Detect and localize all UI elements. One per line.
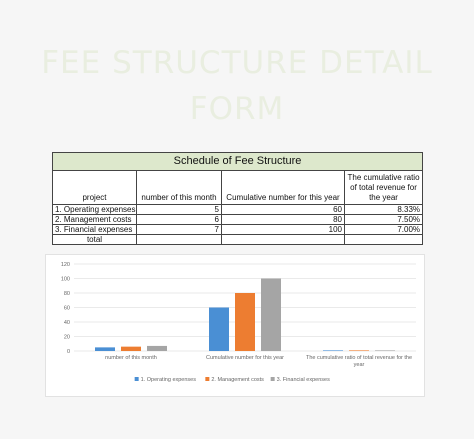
chart-area[interactable]: 0 20 40 60 80 100 120 number of this month Cumul… [45,254,425,397]
y-tick-label: 0 [67,349,70,355]
bar [323,350,343,351]
bar [261,278,281,351]
x-tick-label: Cumulative number for this year [206,355,284,361]
cell-cumulative[interactable] [221,234,345,245]
y-tick-label: 80 [64,291,70,297]
cell-month[interactable] [136,234,222,245]
bar [95,347,115,351]
cell-month[interactable]: 6 [136,214,222,225]
cell-ratio[interactable] [343,234,424,245]
y-tick-label: 60 [64,306,70,312]
header-project[interactable]: project [52,170,137,205]
legend-label: 3. Financial expenses [277,377,330,383]
x-tick-label: The cumulative ratio of total revenue fo… [306,355,412,361]
cell-project[interactable]: 1. Operating expenses [52,204,137,215]
bar [349,350,369,351]
header-month[interactable]: number of this month [136,170,222,205]
bar [209,307,229,351]
watermark-line-2: FORM [189,91,285,127]
table-row-total: total [52,234,424,245]
header-cumulative[interactable]: Cumulative number for this year [221,170,345,205]
bar-chart: 0 20 40 60 80 100 120 number of this month Cumul… [61,262,416,383]
cell-cumulative[interactable]: 60 [221,204,345,215]
table-row: 2. Management costs 6 80 7.50% [52,214,424,225]
legend-swatch [205,377,210,381]
y-tick-label: 20 [64,335,70,341]
bar [121,346,141,351]
fee-table: Schedule of Fee Structure project number… [51,152,424,245]
cell-project[interactable]: 2. Management costs [52,214,137,225]
table-row: 1. Operating expenses 5 60 8.33% [52,204,424,215]
watermark-line-1: FEE STRUCTURE DETAIL [41,45,433,81]
watermark-title: FEE STRUCTURE DETAIL FORM [0,40,474,132]
cell-project[interactable]: 3. Financial expenses [52,224,137,235]
cell-cumulative[interactable]: 100 [221,224,345,235]
bar [235,293,255,351]
y-tick-label: 40 [64,320,70,326]
cell-ratio[interactable]: 7.50% [343,214,424,225]
legend-label: 2. Management costs [211,377,264,383]
table-title[interactable]: Schedule of Fee Structure [51,152,424,171]
cell-cumulative[interactable]: 80 [221,214,345,225]
legend-swatch [270,377,275,381]
cell-ratio[interactable]: 7.00% [343,224,424,235]
cell-total-label[interactable]: total [52,234,137,245]
legend-swatch [134,377,139,381]
y-tick-label: 100 [61,277,70,283]
cell-month[interactable]: 5 [136,204,222,215]
header-ratio[interactable]: The cumulative ratio of total revenue fo… [343,170,424,205]
legend-label: 1. Operating expenses [141,377,197,383]
x-tick-label: year [354,362,365,368]
bar [375,350,395,351]
cell-month[interactable]: 7 [136,224,222,235]
cell-ratio[interactable]: 8.33% [343,204,424,215]
bar [147,345,167,351]
table-row: 3. Financial expenses 7 100 7.00% [52,224,424,235]
x-tick-label: number of this month [105,355,157,361]
y-tick-label: 120 [61,262,70,268]
